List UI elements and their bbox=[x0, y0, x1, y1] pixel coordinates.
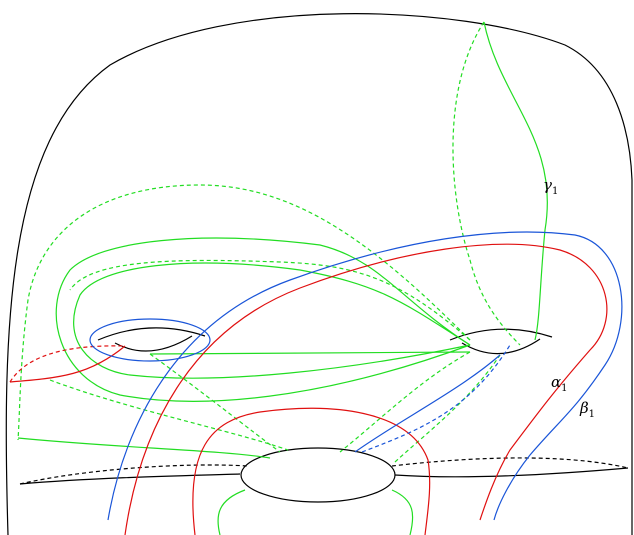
symbol: α bbox=[551, 373, 561, 391]
symbol: β bbox=[579, 399, 589, 417]
surface-outline bbox=[5, 13, 633, 535]
subscript: 1 bbox=[561, 383, 567, 394]
label-gamma: γ1 bbox=[543, 176, 558, 197]
subscript: 1 bbox=[589, 409, 595, 420]
label-beta: β1 bbox=[579, 399, 595, 420]
green-curves bbox=[17, 21, 548, 535]
subscript: 1 bbox=[552, 186, 558, 197]
label-alpha: α1 bbox=[551, 373, 568, 394]
red-curves bbox=[9, 243, 608, 535]
symbol: γ bbox=[543, 176, 552, 194]
blue-curves bbox=[89, 231, 623, 521]
